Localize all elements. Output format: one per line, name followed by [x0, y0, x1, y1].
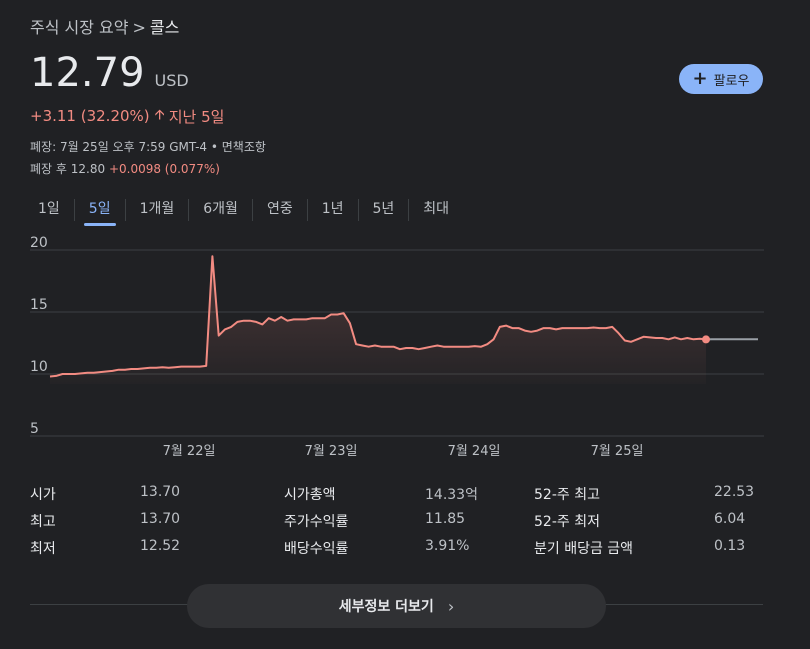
- after-hours-label: 폐장 후 12.80: [30, 162, 106, 176]
- y-tick-label: 15: [30, 297, 48, 313]
- tab-5d[interactable]: 5일: [75, 198, 125, 226]
- stat-label: 분기 배당금 금액: [534, 541, 634, 557]
- range-tabs: 1일 5일 1개월 6개월 연중 1년 5년 최대: [24, 196, 463, 226]
- stat-value: 13.70: [140, 484, 181, 500]
- stat-value: 22.53: [714, 484, 755, 500]
- x-tick-label: 7월 22일: [163, 444, 216, 459]
- stat-value: 3.91%: [425, 538, 470, 554]
- breadcrumb: 주식 시장 요약 > 콜스: [30, 14, 179, 38]
- change-amount: +3.11 (32.20%): [30, 107, 150, 125]
- stat-label: 최고: [30, 514, 56, 530]
- more-details-button[interactable]: 세부정보 더보기 ›: [187, 584, 606, 628]
- stat-label: 시가총액: [284, 487, 336, 503]
- stat-value: 14.33억: [425, 487, 478, 503]
- price-line: [49, 255, 707, 378]
- follow-button-label: 팔로우: [713, 73, 750, 89]
- tab-1m[interactable]: 1개월: [139, 201, 175, 217]
- stat-value: 12.52: [140, 538, 181, 554]
- price-row: 12.79 USD: [30, 53, 189, 93]
- more-details-label: 세부정보 더보기: [338, 599, 434, 615]
- tab-divider: [408, 199, 410, 221]
- y-tick-label: 10: [30, 359, 48, 375]
- y-tick-label: 5: [30, 421, 39, 437]
- tab-5y[interactable]: 5년: [372, 201, 395, 217]
- price-chart[interactable]: 20 15 10 5 7월 22일 7월 23일 7월 24일 7월 25일: [0, 230, 810, 470]
- currency-label: USD: [154, 71, 189, 90]
- after-hours-change: +0.0098 (0.077%): [108, 162, 220, 176]
- tab-max[interactable]: 최대: [423, 201, 450, 217]
- tab-divider: [357, 199, 359, 221]
- price-change: +3.11 (32.20%) 🡩 지난 5일: [30, 104, 224, 128]
- x-tick-label: 7월 25일: [591, 444, 644, 459]
- stat-value: 11.85: [425, 511, 466, 527]
- tab-ytd[interactable]: 연중: [266, 201, 293, 217]
- stock-price: 12.79: [30, 50, 145, 96]
- stat-label: 시가: [30, 487, 56, 503]
- tab-1d[interactable]: 1일: [38, 201, 60, 217]
- tab-divider: [188, 199, 190, 221]
- tab-divider: [73, 199, 75, 221]
- tab-divider: [306, 199, 308, 221]
- follow-button[interactable]: + 팔로우: [679, 64, 763, 94]
- change-period: 지난 5일: [168, 107, 225, 126]
- close-info: 폐장: 7월 25일 오후 7:59 GMT-4 • 면책조항: [30, 140, 266, 154]
- up-arrow-icon: 🡩: [154, 107, 165, 123]
- y-tick-label: 20: [30, 235, 48, 251]
- breadcrumb-current: 콜스: [149, 18, 180, 37]
- price-area: [50, 256, 706, 384]
- tab-6m[interactable]: 6개월: [203, 201, 238, 217]
- x-tick-label: 7월 24일: [448, 444, 501, 459]
- tab-divider: [124, 199, 126, 221]
- stat-label: 주가수익률: [284, 514, 349, 530]
- chevron-right-icon: ›: [447, 596, 455, 616]
- x-tick-label: 7월 23일: [305, 444, 358, 459]
- tab-divider: [251, 199, 253, 221]
- stat-label: 배당수익률: [284, 541, 349, 557]
- stat-value: 13.70: [140, 511, 181, 527]
- plus-icon: +: [692, 68, 708, 89]
- stat-value: 6.04: [714, 511, 746, 527]
- stat-label: 최저: [30, 541, 56, 557]
- stat-value: 0.13: [714, 538, 746, 554]
- after-hours-info: 폐장 후 12.80 +0.0098 (0.077%): [30, 160, 220, 177]
- breadcrumb-separator: >: [132, 18, 146, 37]
- current-price-marker: [702, 335, 710, 344]
- stat-label: 52-주 최저: [534, 514, 600, 530]
- tab-1y[interactable]: 1년: [321, 201, 344, 217]
- stat-label: 52-주 최고: [534, 487, 600, 503]
- breadcrumb-parent[interactable]: 주식 시장 요약: [30, 18, 129, 37]
